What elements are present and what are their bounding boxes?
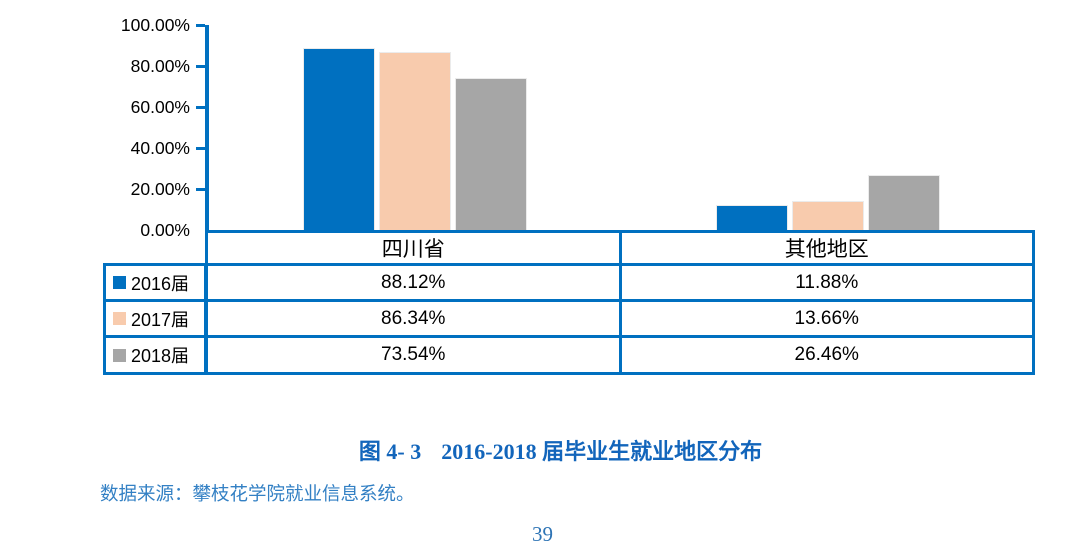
legend-label-2018: 2018届 bbox=[131, 346, 190, 366]
legend-swatch-2017-icon bbox=[113, 312, 126, 325]
y-axis-label-60: 60.00% bbox=[130, 97, 190, 117]
bar-2018-other bbox=[869, 176, 939, 230]
figure-title: 2016-2018 届毕业生就业地区分布 bbox=[441, 439, 763, 464]
table-header-sichuan: 四川省 bbox=[208, 233, 619, 263]
plot-area bbox=[205, 25, 1035, 230]
table-cell-2016-sichuan: 88.12% bbox=[208, 266, 619, 299]
legend-row-2018: 2018届 bbox=[106, 338, 204, 372]
page-number: 39 bbox=[532, 522, 553, 546]
y-axis-tick bbox=[196, 106, 205, 109]
legend-label-2016: 2016届 bbox=[131, 273, 190, 294]
y-axis-label-80: 80.00% bbox=[130, 56, 190, 76]
y-axis-label-20: 20.00% bbox=[130, 179, 190, 199]
y-axis-label-100: 100.00% bbox=[120, 15, 190, 35]
y-axis-label-40: 40.00% bbox=[130, 138, 190, 158]
table-cell-2016-other: 11.88% bbox=[621, 266, 1032, 299]
figure-number: 图 4- 3 bbox=[358, 439, 422, 464]
legend-row-2017: 2017届 bbox=[106, 302, 204, 335]
bar-2016-other bbox=[717, 206, 787, 230]
table-header-other: 其他地区 bbox=[621, 233, 1032, 263]
chart-data-table: 四川省 其他地区 88.12% 11.88% 86.34% 13.66% 73.… bbox=[205, 230, 1035, 375]
y-axis-tick bbox=[196, 188, 205, 191]
y-axis-tick bbox=[196, 65, 205, 68]
bar-2017-sichuan bbox=[380, 53, 450, 230]
y-axis-label-0: 0.00% bbox=[140, 220, 190, 240]
data-source-note: 数据来源：攀枝花学院就业信息系统。 bbox=[100, 485, 415, 505]
legend-row-2016: 2016届 bbox=[106, 266, 204, 299]
table-cell-2018-other: 26.46% bbox=[621, 338, 1032, 372]
legend-swatch-2018-icon bbox=[113, 348, 126, 362]
y-axis-tick bbox=[196, 147, 205, 150]
table-cell-2018-sichuan: 73.54% bbox=[208, 338, 619, 372]
table-cell-2017-sichuan: 86.34% bbox=[208, 302, 619, 335]
legend-label-2017: 2017届 bbox=[131, 309, 190, 330]
y-axis-line bbox=[205, 25, 209, 233]
bar-2018-sichuan bbox=[456, 79, 526, 230]
table-cell-2017-other: 13.66% bbox=[621, 302, 1032, 335]
bar-2016-sichuan bbox=[304, 49, 374, 230]
chart-legend: 2016届 2017届 2018届 bbox=[103, 263, 207, 375]
bar-2017-other bbox=[793, 202, 863, 230]
y-axis-tick bbox=[196, 24, 205, 27]
legend-swatch-2016-icon bbox=[113, 276, 126, 289]
figure-caption: 图 4- 3 2016-2018 届毕业生就业地区分布 bbox=[0, 434, 1085, 466]
